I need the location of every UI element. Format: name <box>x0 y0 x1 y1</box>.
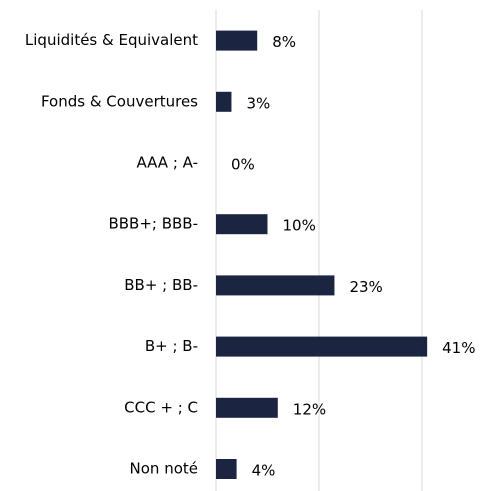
bar <box>216 275 335 296</box>
y-tick-label: AAA ; A- <box>136 154 198 172</box>
bar <box>216 459 237 479</box>
value-label: 10% <box>283 217 316 235</box>
value-label: 0% <box>231 156 255 174</box>
value-label: 12% <box>293 400 326 418</box>
y-tick-label: CCC + ; C <box>124 398 198 416</box>
value-label: 8% <box>272 33 296 51</box>
y-tick-label: Fonds & Couvertures <box>41 92 198 110</box>
bar <box>216 336 428 357</box>
value-label: 23% <box>349 278 382 296</box>
bar <box>216 214 268 235</box>
bar <box>216 397 278 418</box>
value-label: 3% <box>246 94 270 112</box>
value-label: 4% <box>252 462 276 480</box>
y-tick-label: B+ ; B- <box>145 337 198 355</box>
bar <box>216 30 258 51</box>
value-label: 41% <box>442 339 475 357</box>
y-tick-label: Non noté <box>130 460 198 478</box>
bar <box>216 91 232 112</box>
y-tick-label: BBB+; BBB- <box>108 215 198 233</box>
y-tick-label: BB+ ; BB- <box>124 276 198 294</box>
y-tick-label: Liquidités & Equivalent <box>25 31 198 49</box>
